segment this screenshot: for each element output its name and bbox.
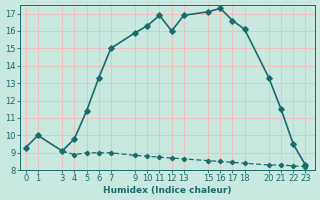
X-axis label: Humidex (Indice chaleur): Humidex (Indice chaleur) — [103, 186, 232, 195]
